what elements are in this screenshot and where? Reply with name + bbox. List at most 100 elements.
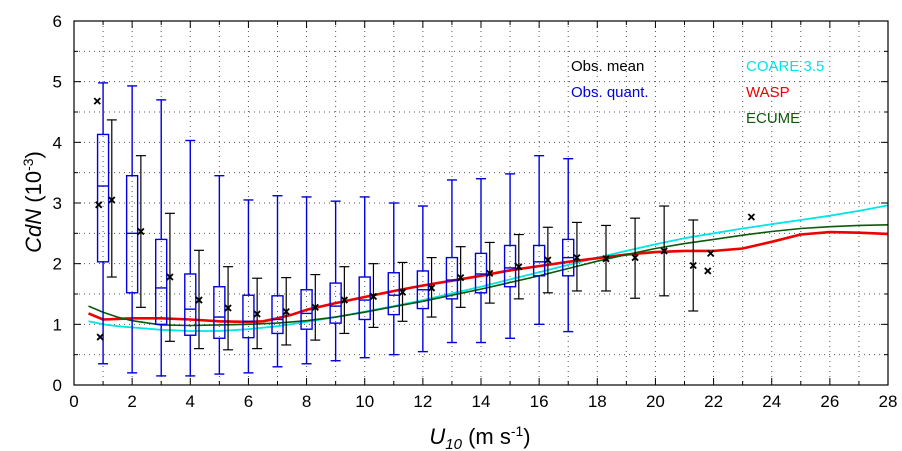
obs-mean-cross-b <box>515 263 523 271</box>
y-tick-label: 0 <box>53 376 62 395</box>
obs-mean-cross-b <box>704 267 712 275</box>
y-tick-label: 1 <box>53 315 62 334</box>
obs-mean-point <box>427 284 436 292</box>
quantile-box <box>213 286 226 339</box>
obs-mean-point <box>166 273 174 281</box>
obs-mean-point <box>544 256 552 264</box>
legend-wasp: WASP <box>746 84 790 101</box>
obs-mean-point <box>311 303 319 311</box>
x-tick-label: 10 <box>355 392 374 411</box>
legend: Obs. mean Obs. quant. COARE 3.5 WASP ECU… <box>571 58 824 127</box>
obs-mean-point <box>660 247 668 255</box>
x-tick-label: 12 <box>413 392 432 411</box>
obs-mean-cross-b <box>398 288 407 296</box>
obs-mean-point <box>515 263 523 271</box>
obs-mean-point <box>340 296 349 304</box>
x-tick-label: 6 <box>244 392 253 411</box>
quantile-box <box>503 244 517 288</box>
y-tick-label: 5 <box>53 73 62 92</box>
quantile-box <box>184 273 197 336</box>
legend-coare: COARE 3.5 <box>746 58 824 75</box>
obs-quantile-boxes <box>96 82 575 377</box>
obs-mean-cross-b <box>340 296 349 304</box>
obs-mean-cross-b <box>660 247 668 255</box>
x-axis-title: U10 (m s-1) <box>429 423 530 451</box>
plot-frame <box>73 20 889 386</box>
obs-mean-cross-b <box>95 201 103 209</box>
quantile-box <box>445 256 459 300</box>
x-tick-label: 24 <box>762 392 781 411</box>
obs-mean-point <box>282 307 290 316</box>
obs-mean-point <box>253 310 261 318</box>
obs-mean-point <box>704 267 712 275</box>
obs-mean-point <box>602 255 610 263</box>
obs-mean-point <box>631 253 639 262</box>
legend-obs-mean: Obs. mean <box>571 58 644 75</box>
x-tick-label: 26 <box>820 392 839 411</box>
obs-mean-point <box>707 249 715 257</box>
x-tick-label: 4 <box>186 392 195 411</box>
obs-mean-point <box>573 253 581 262</box>
obs-mean-point <box>224 304 232 312</box>
quantile-box <box>387 272 400 316</box>
x-tick-label: 2 <box>127 392 136 411</box>
obs-mean-cross-b <box>427 284 436 292</box>
obs-mean-point <box>369 292 378 301</box>
obs-mean-cross-b <box>602 255 610 263</box>
obs-mean-cross-b <box>166 273 174 281</box>
quantile-box <box>271 295 284 335</box>
obs-mean-point <box>95 201 103 209</box>
legend-obs-quant: Obs. quant. <box>571 84 649 101</box>
obs-mean-point <box>457 273 465 282</box>
obs-mean-point <box>398 288 407 296</box>
obs-mean-cross-b <box>689 261 697 270</box>
x-tick-label: 18 <box>588 392 607 411</box>
obs-mean-point <box>747 213 756 221</box>
obs-mean-point <box>108 196 116 204</box>
obs-mean-point <box>93 97 101 105</box>
legend-ecume: ECUME <box>746 110 800 127</box>
quantile-box <box>329 282 342 324</box>
obs-mean-cross-b <box>631 253 639 262</box>
x-tick-label: 28 <box>879 392 898 411</box>
obs-mean-cross-b <box>195 296 203 304</box>
obs-mean-cross-b <box>108 196 116 204</box>
obs-mean-cross-b <box>544 256 552 264</box>
x-tick-label: 0 <box>69 392 78 411</box>
y-tick-label: 4 <box>53 133 62 152</box>
obs-mean-cross-b <box>486 269 494 278</box>
obs-mean-cross-b <box>93 97 101 105</box>
quantile-box <box>532 244 546 277</box>
x-tick-label: 22 <box>704 392 723 411</box>
obs-mean-cross-b <box>96 333 104 341</box>
x-tick-label: 8 <box>302 392 311 411</box>
obs-mean-point <box>689 261 697 270</box>
obs-mean-point <box>96 333 104 341</box>
obs-mean-cross-b <box>747 213 756 221</box>
x-tick-label: 14 <box>472 392 491 411</box>
obs-mean-cross-b <box>573 253 581 262</box>
obs-mean-cross-b <box>137 227 145 236</box>
obs-mean-cross-b <box>707 249 715 257</box>
obs-mean-point <box>195 296 203 304</box>
quantile-box <box>474 252 488 294</box>
y-axis-title: CdN (10-3) <box>20 151 46 253</box>
quantile-box <box>96 133 110 263</box>
x-tick-label: 20 <box>646 392 665 411</box>
y-tick-label: 6 <box>53 12 62 31</box>
obs-mean-point <box>486 269 494 278</box>
obs-mean-cross-b <box>457 273 465 282</box>
obs-mean-markers <box>93 97 756 341</box>
quantile-box <box>358 276 371 321</box>
y-tick-label: 2 <box>53 255 62 274</box>
obs-mean-cross-b <box>311 303 319 311</box>
quantile-box <box>155 238 168 326</box>
obs-mean-point <box>137 227 145 236</box>
obs-mean-cross-b <box>224 304 232 312</box>
x-tick-label: 16 <box>530 392 549 411</box>
obs-mean-cross-b <box>253 310 261 318</box>
obs-mean-cross-b <box>282 307 290 316</box>
y-tick-label: 3 <box>53 194 62 213</box>
